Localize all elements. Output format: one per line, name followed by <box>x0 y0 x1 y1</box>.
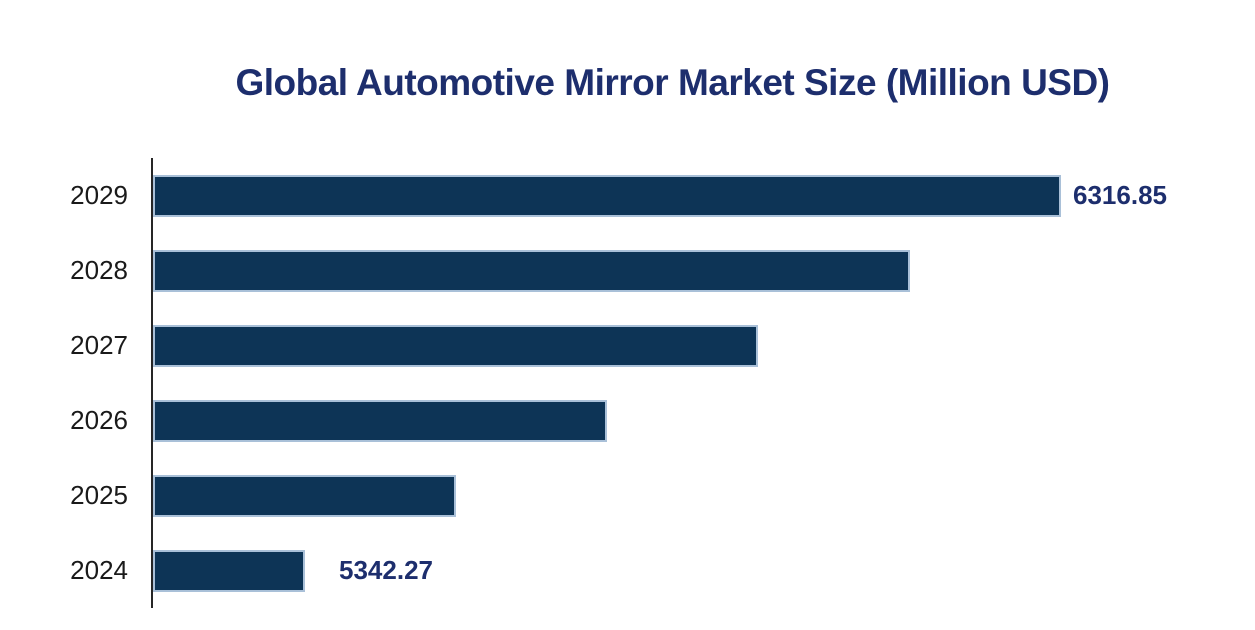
bar-2028 <box>153 249 910 292</box>
chart-row: 2026 <box>0 383 1255 458</box>
bar-rows: 2029 6316.85 2028 2027 2026 2025 2024 5342.27 <box>0 158 1255 608</box>
bar-2026 <box>153 399 607 442</box>
category-label-2024: 2024 <box>70 555 128 585</box>
chart-row: 2029 6316.85 <box>0 158 1255 233</box>
data-label-2029: 6316.85 <box>1073 180 1167 210</box>
category-label-2026: 2026 <box>70 405 128 435</box>
bar-2025 <box>153 474 456 517</box>
chart-row: 2027 <box>0 308 1255 383</box>
category-label-2027: 2027 <box>70 330 128 360</box>
category-label-2029: 2029 <box>70 180 128 210</box>
data-label-2024: 5342.27 <box>339 555 433 585</box>
chart-row: 2028 <box>0 233 1255 308</box>
y-axis-line <box>151 158 153 608</box>
bar-2029 <box>153 174 1061 217</box>
chart-title: Global Automotive Mirror Market Size (Mi… <box>235 62 1110 103</box>
plot-area: 2029 6316.85 2028 2027 2026 2025 2024 5342.27 <box>0 158 1255 610</box>
bar-2027 <box>153 324 758 367</box>
chart-row: 2025 <box>0 458 1255 533</box>
category-label-2025: 2025 <box>70 480 128 510</box>
chart-row: 2024 5342.27 <box>0 533 1255 608</box>
bar-2024 <box>153 549 305 592</box>
category-label-2028: 2028 <box>70 255 128 285</box>
